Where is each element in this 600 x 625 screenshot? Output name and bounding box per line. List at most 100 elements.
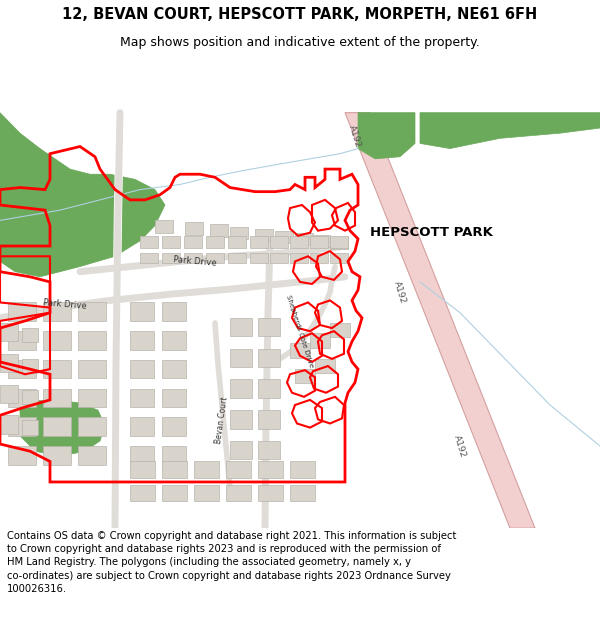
- Bar: [312, 235, 330, 247]
- Polygon shape: [0, 112, 165, 277]
- Bar: [295, 232, 313, 245]
- Bar: [310, 253, 328, 264]
- Text: HEPSCOTT PARK: HEPSCOTT PARK: [370, 226, 493, 239]
- Bar: [230, 318, 252, 336]
- Bar: [330, 323, 350, 338]
- Bar: [162, 389, 186, 407]
- Bar: [22, 389, 38, 404]
- Bar: [130, 418, 154, 436]
- Bar: [130, 360, 154, 378]
- Bar: [228, 253, 246, 264]
- Bar: [130, 446, 154, 464]
- Bar: [162, 253, 180, 264]
- Bar: [255, 229, 273, 241]
- Bar: [43, 360, 71, 378]
- Bar: [184, 253, 202, 264]
- Bar: [78, 360, 106, 378]
- Bar: [275, 231, 293, 243]
- Bar: [140, 236, 158, 248]
- Bar: [226, 461, 251, 478]
- Bar: [258, 379, 280, 398]
- Bar: [330, 237, 348, 249]
- Bar: [0, 384, 18, 403]
- Bar: [0, 323, 18, 341]
- Bar: [162, 331, 186, 349]
- Bar: [8, 360, 36, 378]
- Bar: [162, 485, 187, 501]
- Bar: [230, 410, 252, 429]
- Bar: [258, 461, 283, 478]
- Bar: [310, 333, 330, 348]
- Bar: [22, 328, 38, 342]
- Bar: [250, 236, 268, 248]
- Bar: [43, 331, 71, 349]
- Bar: [226, 485, 251, 501]
- Bar: [206, 253, 224, 264]
- Bar: [228, 236, 246, 248]
- Bar: [78, 302, 106, 321]
- Bar: [22, 359, 38, 373]
- Bar: [43, 418, 71, 436]
- Bar: [130, 302, 154, 321]
- Bar: [162, 236, 180, 248]
- Text: Map shows position and indicative extent of the property.: Map shows position and indicative extent…: [120, 36, 480, 49]
- Bar: [43, 446, 71, 464]
- Bar: [8, 389, 36, 407]
- Bar: [78, 418, 106, 436]
- Bar: [162, 302, 186, 321]
- Bar: [258, 318, 280, 336]
- Bar: [8, 418, 36, 436]
- Bar: [194, 485, 219, 501]
- Bar: [290, 236, 308, 248]
- Bar: [43, 302, 71, 321]
- Polygon shape: [345, 112, 535, 528]
- Bar: [162, 360, 186, 378]
- Polygon shape: [20, 400, 105, 456]
- Text: Shepherds Cote Drive: Shepherds Cote Drive: [286, 294, 314, 368]
- Bar: [194, 461, 219, 478]
- Bar: [130, 485, 155, 501]
- Bar: [22, 421, 38, 435]
- Text: Park Drive: Park Drive: [173, 255, 217, 268]
- Text: Park Drive: Park Drive: [43, 298, 87, 311]
- Bar: [330, 236, 348, 248]
- Bar: [162, 418, 186, 436]
- Bar: [210, 224, 228, 237]
- Bar: [330, 253, 348, 264]
- Bar: [78, 446, 106, 464]
- Bar: [258, 441, 280, 459]
- Bar: [270, 253, 288, 264]
- Bar: [162, 461, 187, 478]
- Bar: [155, 221, 173, 232]
- Bar: [295, 369, 315, 384]
- Bar: [258, 349, 280, 367]
- Bar: [315, 359, 335, 373]
- Bar: [290, 461, 315, 478]
- Bar: [290, 485, 315, 501]
- Text: A192: A192: [347, 124, 363, 149]
- Text: A192: A192: [392, 280, 408, 304]
- Bar: [130, 461, 155, 478]
- Bar: [290, 344, 310, 358]
- Text: A192: A192: [452, 434, 468, 459]
- Bar: [230, 349, 252, 367]
- Bar: [0, 354, 18, 372]
- Bar: [230, 226, 248, 239]
- Bar: [258, 485, 283, 501]
- Bar: [310, 236, 328, 248]
- Bar: [140, 253, 158, 264]
- Text: Contains OS data © Crown copyright and database right 2021. This information is : Contains OS data © Crown copyright and d…: [7, 531, 457, 594]
- Bar: [270, 236, 288, 248]
- Bar: [130, 331, 154, 349]
- Bar: [184, 236, 202, 248]
- Bar: [250, 253, 268, 264]
- Bar: [0, 415, 18, 434]
- Polygon shape: [358, 112, 415, 159]
- Bar: [206, 236, 224, 248]
- Bar: [8, 331, 36, 349]
- Bar: [162, 446, 186, 464]
- Polygon shape: [420, 112, 600, 149]
- Bar: [8, 446, 36, 464]
- Text: Bevan Court: Bevan Court: [214, 396, 230, 444]
- Text: 12, BEVAN COURT, HEPSCOTT PARK, MORPETH, NE61 6FH: 12, BEVAN COURT, HEPSCOTT PARK, MORPETH,…: [62, 6, 538, 21]
